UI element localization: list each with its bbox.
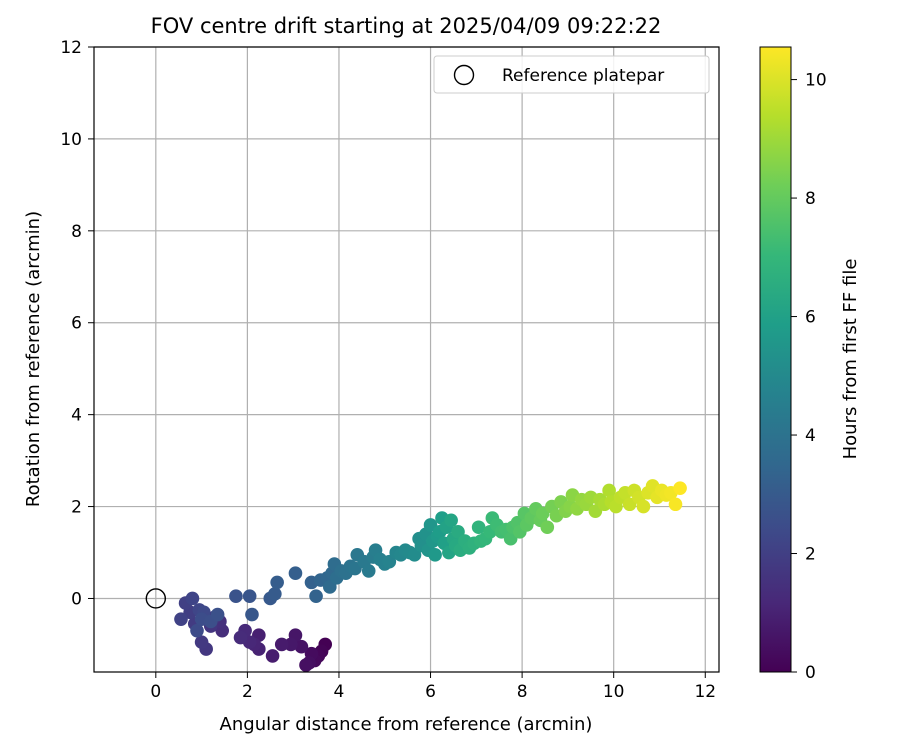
legend-label-reference: Reference platepar [502,66,664,86]
colorbar [759,46,792,673]
data-point [309,589,323,603]
y-tick-label-5: 10 [60,130,82,150]
data-point [288,566,303,580]
data-point [602,483,616,498]
data-point [210,607,225,622]
legend-box [433,55,710,94]
data-point [242,589,257,603]
data-point [194,635,209,649]
reference-platepar-marker [145,588,167,609]
data-point [361,564,376,578]
x-tick-label-2: 4 [334,682,345,702]
y-tick-label-4: 8 [71,222,82,242]
colorbar-tick-label-0: 0 [805,663,816,683]
legend-marker-reference [453,64,475,86]
data-point [265,649,280,663]
y-tick-label-3: 6 [71,314,82,334]
colorbar-tick-label-2: 4 [805,426,816,446]
data-point [274,637,289,652]
x-tick-label-6: 12 [694,682,716,702]
x-tick-label-3: 6 [425,682,436,702]
chart-title: FOV centre drift starting at 2025/04/09 … [151,14,662,38]
colorbar-tick-label-4: 8 [805,189,816,209]
x-axis: 0 2 4 6 8 10 12 [150,672,716,702]
data-point [673,481,687,495]
legend: Reference platepar [433,55,710,94]
y-tick-label-0: 0 [71,589,82,609]
y-tick-label-6: 12 [60,38,82,58]
x-tick-label-1: 2 [242,682,253,702]
data-point [229,589,243,603]
data-point [174,612,188,626]
x-tick-label-5: 10 [603,682,625,702]
x-axis-label: Angular distance from reference (arcmin) [220,714,593,735]
data-point [233,630,248,645]
colorbar-label: Hours from first FF file [840,259,861,460]
data-point [270,575,284,590]
reference-marker [145,588,167,609]
colorbar-ticks: 0 2 4 6 8 10 [791,71,827,683]
colorbar-tick-label-1: 2 [805,545,816,565]
x-tick-label-0: 0 [150,682,161,702]
y-axis-label: Rotation from reference (arcmin) [23,211,44,507]
data-points [174,479,687,672]
colorbar-tick-label-3: 6 [805,308,816,328]
y-tick-label-1: 2 [71,498,82,518]
data-point [636,499,651,514]
data-point [444,513,458,528]
data-point [268,587,282,601]
data-point [471,520,486,535]
data-point [540,520,555,535]
y-axis: 0 2 4 6 8 10 12 [60,38,94,609]
data-point [668,497,683,512]
plot-frame [93,46,720,673]
data-point [428,548,442,562]
data-point [294,639,309,654]
x-tick-label-4: 8 [517,682,528,702]
data-point [185,591,200,606]
y-tick-label-2: 4 [71,406,82,426]
data-point [299,658,313,672]
colorbar-tick-label-5: 10 [805,71,827,91]
data-point [245,607,259,622]
data-point [190,623,204,638]
